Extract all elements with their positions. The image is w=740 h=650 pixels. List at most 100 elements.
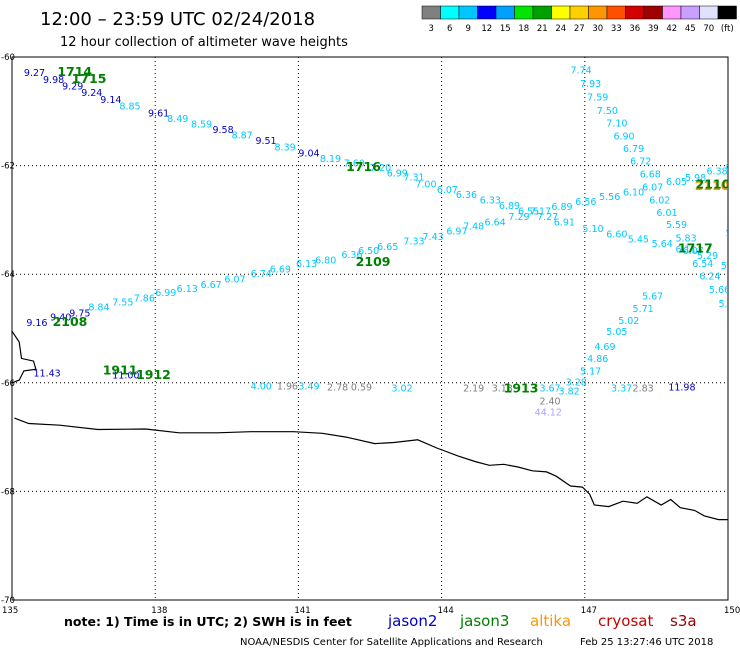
legend-label: 21 bbox=[537, 24, 548, 34]
pass-time-label: 2109 bbox=[356, 254, 391, 269]
wave-height-value: 7.29 bbox=[508, 212, 529, 223]
legend-label: 45 bbox=[685, 24, 696, 34]
legend-swatch bbox=[625, 5, 645, 20]
wave-height-value: 2.19 bbox=[463, 383, 484, 394]
wave-height-value: 7.33 bbox=[403, 236, 424, 247]
legend-label: 70 bbox=[703, 24, 714, 34]
wave-height-value: 6.65 bbox=[377, 242, 398, 253]
wave-height-value: 9.29 bbox=[62, 82, 83, 93]
wave-height-value: 44.12 bbox=[535, 407, 562, 418]
legend-label: 39 bbox=[648, 24, 659, 34]
wave-height-value: 4.66 bbox=[728, 312, 740, 323]
legend-swatch bbox=[514, 5, 534, 20]
wave-height-value: 6.80 bbox=[315, 255, 336, 266]
wave-height-value: 5.98 bbox=[685, 173, 706, 184]
wave-height-value: 8.59 bbox=[191, 120, 212, 131]
wave-height-value: 6.16 bbox=[726, 161, 740, 172]
wave-height-value: 9.14 bbox=[100, 95, 121, 106]
latitude-tick-label: -60 bbox=[1, 53, 15, 63]
wave-height-value: 7.86 bbox=[134, 293, 155, 304]
wave-height-value: 5.66 bbox=[709, 285, 730, 296]
wave-height-value: 5.67 bbox=[642, 292, 663, 303]
wave-height-value: 2.40 bbox=[539, 397, 560, 408]
wave-height-value: 6.97 bbox=[446, 227, 467, 238]
wave-height-value: 3.37 bbox=[611, 383, 632, 394]
wave-height-value: 6.07 bbox=[642, 183, 663, 194]
wave-height-value: 1.96 bbox=[277, 381, 298, 392]
wave-height-value: 6.91 bbox=[554, 217, 575, 228]
wave-height-value: 9.04 bbox=[298, 148, 319, 159]
longitude-tick-label: 135 bbox=[2, 606, 18, 616]
wave-height-value: 3.13 bbox=[492, 383, 513, 394]
wave-height-value: 2.78 bbox=[327, 382, 348, 393]
legend-swatch bbox=[477, 5, 497, 20]
pass-labels: 1714171517162110211021092108171722551911… bbox=[53, 64, 730, 396]
wave-height-value: 6.33 bbox=[480, 196, 501, 207]
longitude-tick-label: 144 bbox=[438, 606, 454, 616]
wave-height-value: 9.40 bbox=[50, 312, 71, 323]
wave-height-value: 6.68 bbox=[640, 170, 661, 181]
map-frame bbox=[11, 56, 729, 601]
legend-swatch bbox=[440, 5, 460, 20]
pass-time-label: 1716 bbox=[346, 159, 381, 174]
wave-height-value: 7.50 bbox=[597, 106, 618, 117]
wave-height-value: 4.00 bbox=[251, 381, 272, 392]
wave-height-value: 9.98 bbox=[43, 75, 64, 86]
wave-height-value: 6.07 bbox=[683, 246, 704, 257]
mission-key-jason2: jason2 bbox=[387, 612, 437, 630]
wave-height-value: 7.48 bbox=[463, 222, 484, 233]
legend-swatch bbox=[495, 5, 515, 20]
wave-height-value: 8.49 bbox=[167, 114, 188, 125]
footer-note: note: 1) Time is in UTC; 2) SWH is in fe… bbox=[64, 614, 352, 629]
wave-height-value: 6.10 bbox=[623, 187, 644, 198]
mission-key-jason3: jason3 bbox=[459, 612, 509, 630]
wave-height-value: 7.27 bbox=[537, 212, 558, 223]
legend-label: 12 bbox=[481, 24, 492, 34]
wave-height-value: 5.30 bbox=[718, 299, 739, 310]
wave-height-value: 0.59 bbox=[351, 382, 372, 393]
wave-height-value: 8.87 bbox=[232, 130, 253, 141]
pass-time-label: 2110 bbox=[695, 178, 730, 193]
wave-height-value: 7.20 bbox=[370, 163, 391, 174]
legend-swatch bbox=[569, 5, 589, 20]
wave-height-value: 7.91 bbox=[733, 54, 740, 65]
pass-time-label: 1715 bbox=[72, 71, 107, 86]
wave-height-value: 6.89 bbox=[551, 202, 572, 213]
wave-height-value: 6.50 bbox=[358, 246, 379, 257]
wave-height-value: 5.29 bbox=[697, 251, 718, 262]
wave-height-value: 3.02 bbox=[391, 383, 412, 394]
wave-height-value: 3.82 bbox=[559, 387, 580, 398]
wave-height-value: 6.36 bbox=[456, 190, 477, 201]
wave-height-value: 6.38 bbox=[707, 166, 728, 177]
wave-height-value: 11.43 bbox=[33, 368, 60, 379]
wave-height-value: 9.51 bbox=[255, 136, 276, 147]
wave-height-value: 4.86 bbox=[587, 354, 608, 365]
coastline-path bbox=[12, 330, 37, 384]
antarctic-coastline bbox=[12, 330, 728, 521]
wave-height-value: 9.58 bbox=[212, 125, 233, 136]
wave-height-legend: 3 6 9 12 15 18 21 24 27 30 33 36 39 42 45 70 (ft) bbox=[421, 5, 737, 34]
wave-height-value: 6.79 bbox=[623, 144, 644, 155]
latitude-tick-label: -62 bbox=[1, 162, 15, 172]
wave-height-value: 6.54 bbox=[692, 259, 713, 270]
latitude-tick-label: -68 bbox=[1, 487, 15, 497]
wave-height-value: 6.89 bbox=[499, 201, 520, 212]
mission-key-s3a: s3a bbox=[670, 612, 697, 630]
wave-height-value: 5.43 bbox=[721, 261, 740, 272]
pass-time-label: 2108 bbox=[53, 314, 88, 329]
credit-line: NOAA/NESDIS Center for Satellite Applica… bbox=[240, 637, 543, 648]
map-subtitle: 12 hour collection of altimeter wave hei… bbox=[60, 35, 348, 50]
latitude-tick-label: -70 bbox=[1, 596, 15, 606]
wave-height-value: 7.17 bbox=[530, 206, 551, 217]
wave-height-value: 6.13 bbox=[177, 284, 198, 295]
pass-time-label: 1911 bbox=[103, 363, 138, 378]
legend-swatch bbox=[532, 5, 552, 20]
wave-height-value: 11.98 bbox=[668, 382, 695, 393]
wave-height-observations: 9.279.989.299.249.148.85 9.618.49 8.59 9.58… bbox=[24, 54, 740, 418]
legend-swatch bbox=[606, 5, 626, 20]
legend-label: 24 bbox=[555, 24, 566, 34]
wave-height-value: 6.90 bbox=[613, 132, 634, 143]
wave-height-value: 8.19 bbox=[320, 154, 341, 165]
wave-height-value: 5.64 bbox=[652, 239, 673, 250]
